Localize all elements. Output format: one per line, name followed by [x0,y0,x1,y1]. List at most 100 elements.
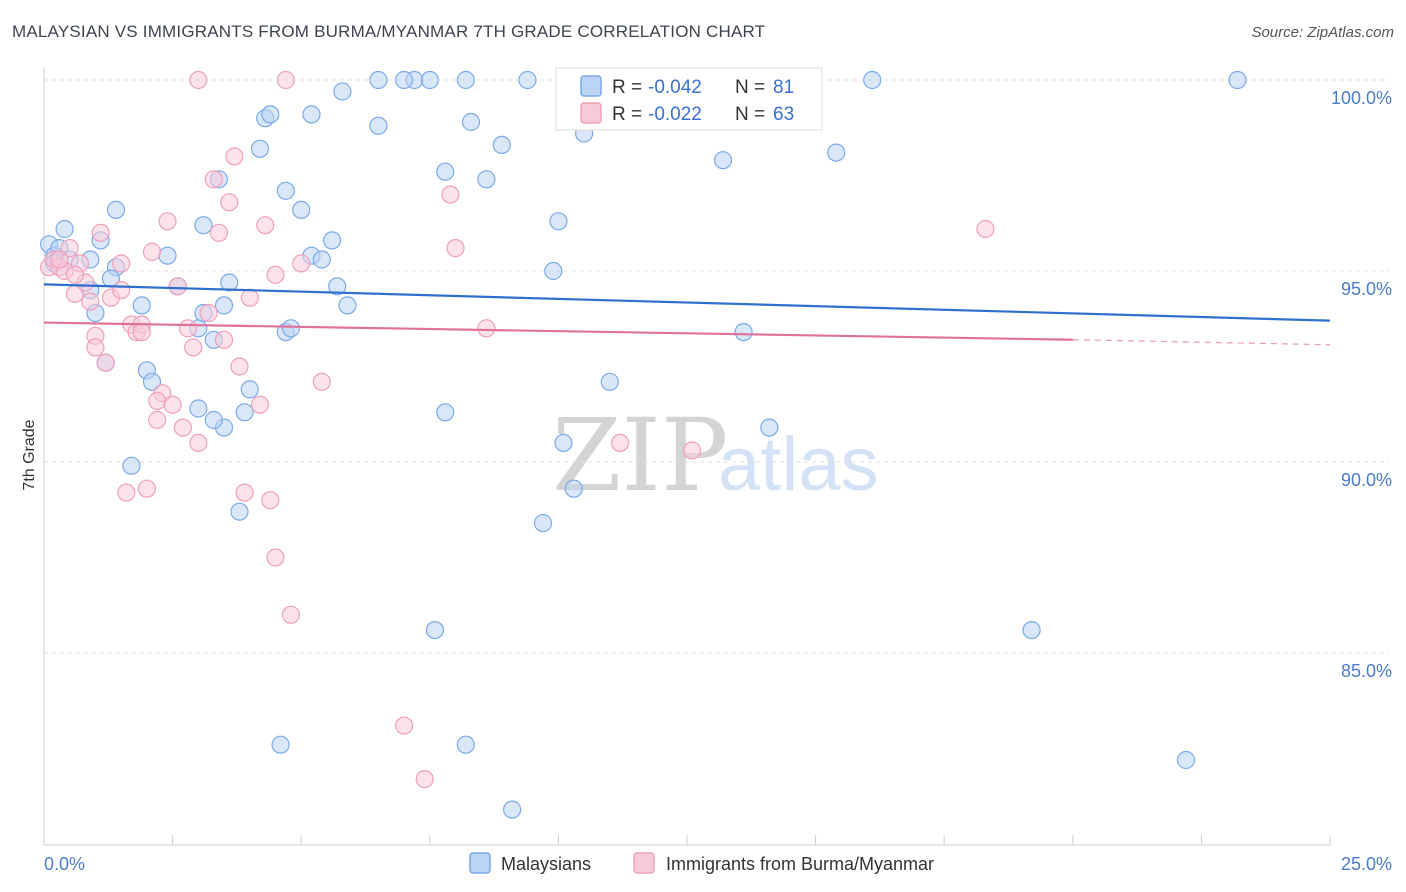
legend-r-label-1: R = [612,104,642,125]
legend-swatch-malaysians [580,75,602,97]
malaysians-point-55 [436,162,455,181]
trend-line-1 [43,321,1073,341]
burma-point-27 [173,418,192,437]
malaysians-point-39 [312,250,331,269]
burma-point-21 [142,242,162,261]
malaysians-point-67 [425,620,444,640]
malaysians-point-62 [544,261,563,281]
burma-point-49 [276,70,295,90]
burma-point-47 [312,372,331,391]
trend-line-ext-1 [1072,339,1331,346]
burma-point-60 [65,265,85,284]
malaysians-point-75 [1176,750,1196,770]
malaysians-point-78 [456,735,475,754]
malaysians-point-76 [1228,70,1247,90]
burma-point-22 [148,410,167,430]
malaysians-point-54 [492,135,511,154]
malaysians-point-50 [420,70,439,90]
burma-point-35 [204,170,223,189]
malaysians-point-73 [863,70,882,90]
burma-point-8 [81,292,100,311]
y-axis-label: 7th Grade [21,419,38,490]
malaysians-point-58 [518,70,537,90]
malaysians-point-32 [220,273,239,292]
chart-title: MALAYSIAN VS IMMIGRANTS FROM BURMA/MYANM… [12,22,766,41]
malaysians-point-20 [189,399,208,418]
chart-source: Source: ZipAtlas.com [1251,24,1394,41]
malaysians-point-26 [204,410,223,430]
malaysians-point-53 [461,112,481,132]
burma-point-4 [60,239,79,258]
malaysians-point-15 [142,372,162,391]
malaysians-point-52 [456,70,475,90]
burma-point-32 [209,223,228,242]
legend-n-label-1: N = [735,104,765,125]
malaysians-point-36 [276,181,295,200]
y-tick-label-0: 100.0% [1331,88,1392,108]
burma-point-28 [178,319,198,338]
malaysians-point-21 [214,296,234,315]
malaysians-point-48 [369,70,388,90]
burma-point-38 [235,483,254,502]
burma-point-48 [189,70,208,90]
burma-point-46 [292,254,311,273]
malaysians-point-37 [292,200,311,219]
malaysians-point-56 [477,170,496,189]
burma-point-10 [86,338,105,357]
burma-point-36 [225,147,244,166]
malaysians-point-68 [713,151,733,170]
burma-point-61 [132,323,151,342]
burma-point-52 [441,185,460,204]
burma-point-39 [240,288,259,307]
burma-point-43 [266,265,285,284]
bottom-legend-label-malaysians: Malaysians [501,854,591,874]
malaysians-point-42 [338,296,357,315]
x-tick-label-min: 0.0% [44,854,85,874]
burma-point-40 [250,395,270,414]
malaysians-point-23 [240,380,259,399]
burma-point-33 [214,330,234,349]
burma-point-62 [168,277,187,296]
burma-point-45 [281,605,300,624]
malaysians-point-57 [436,403,455,422]
burma-point-20 [137,479,156,498]
malaysians-point-70 [760,418,779,437]
burma-point-41 [256,216,275,235]
malaysians-point-29 [106,200,126,219]
malaysians-point-10 [132,296,151,315]
x-tick-label-max: 25.0% [1341,854,1392,874]
malaysians-point-47 [369,116,388,135]
malaysians-point-3 [55,219,74,239]
malaysians-point-28 [122,456,141,475]
malaysians-point-66 [533,513,553,533]
burma-point-29 [184,338,203,357]
burma-point-14 [112,281,131,300]
bottom-legend-label-burma: Immigrants from Burma/Myanmar [666,854,934,874]
malaysians-point-63 [554,433,573,452]
malaysians-point-45 [302,105,321,124]
burma-point-51 [415,769,434,789]
malaysians-point-79 [502,800,522,819]
burma-point-42 [261,491,280,510]
burma-point-53 [446,239,465,258]
malaysians-point-30 [194,216,213,235]
malaysians-point-35 [261,105,280,124]
legend-n-value-0: 81 [773,77,794,98]
trend-lines [43,283,1331,346]
malaysians-point-51 [395,70,414,90]
legend-r-value-1: -0.022 [648,104,702,125]
burma-point-31 [199,303,218,323]
y-tick-label-3: 85.0% [1341,661,1392,681]
burma-point-34 [220,193,239,212]
legend-swatch-burma [580,102,602,124]
burma-point-59 [50,250,69,269]
malaysians-point-41 [328,277,347,296]
malaysians-point-77 [271,735,290,754]
series-burma-points [39,70,995,789]
malaysians-point-64 [600,372,619,391]
series-legend: Malaysians Immigrants from Burma/Myanmar [469,852,934,874]
series-malaysians-points [39,70,1247,819]
burma-point-15 [112,254,131,273]
legend-n-value-1: 63 [773,104,794,125]
burma-point-25 [163,395,182,414]
